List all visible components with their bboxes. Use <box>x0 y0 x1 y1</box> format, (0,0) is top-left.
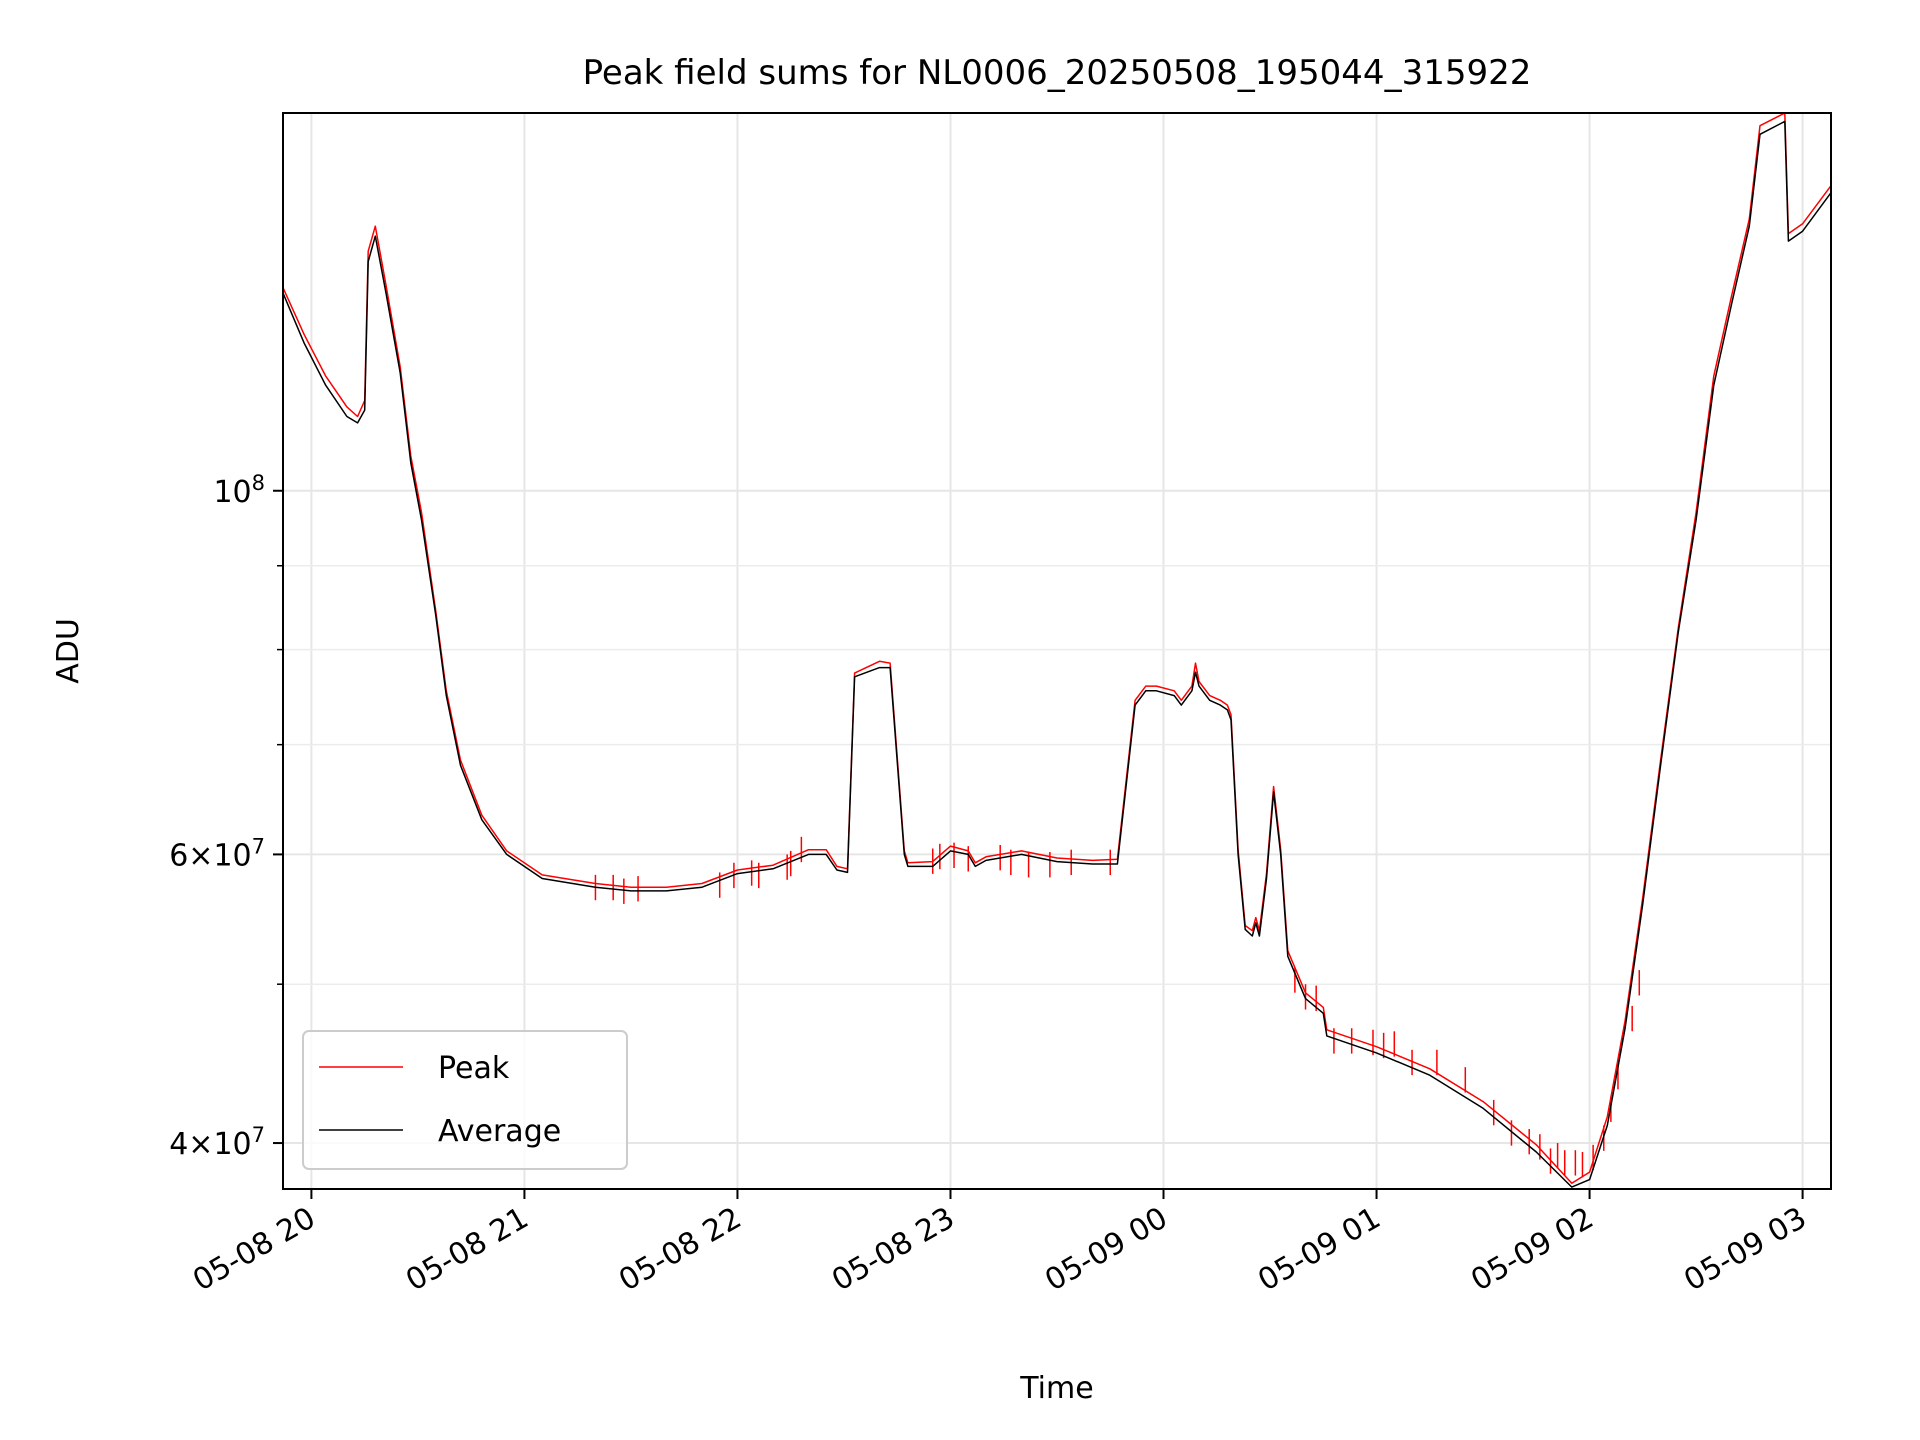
x-axis-label: Time <box>1019 1371 1093 1406</box>
chart-title: Peak field sums for NL0006_20250508_1950… <box>583 53 1532 93</box>
grid <box>283 113 1831 1189</box>
legend: Peak Average <box>302 1030 628 1170</box>
peak-series-line <box>282 112 1832 1185</box>
legend-box <box>302 1030 628 1170</box>
plot-series <box>282 112 1832 1188</box>
plot-area-frame <box>282 112 1832 1190</box>
y-axis-label: ADU <box>51 618 86 684</box>
y-tick-label: 6×107 <box>169 834 265 873</box>
average-series-line <box>282 120 1832 1188</box>
legend-label-peak: Peak <box>438 1051 510 1086</box>
legend-label-average: Average <box>438 1114 561 1149</box>
y-tick-label: 108 <box>213 471 265 510</box>
y-tick-label: 4×107 <box>169 1123 265 1162</box>
